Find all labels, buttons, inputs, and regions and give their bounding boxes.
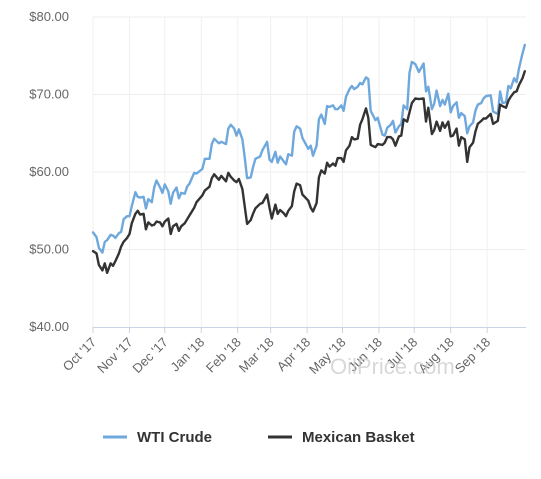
x-tick-label: Nov '17 (94, 335, 135, 376)
x-tick-label: Oct '17 (60, 335, 99, 374)
y-tick-label: $40.00 (29, 319, 69, 334)
watermark: OilPrice.com (330, 354, 455, 379)
x-tick-label: Jan '18 (167, 335, 207, 375)
y-axis: $40.00 $50.00 $60.00 $70.00 $80.00 (29, 9, 69, 334)
legend: WTI Crude Mexican Basket (103, 429, 415, 446)
legend-label: WTI Crude (137, 429, 212, 446)
x-tick-label: Feb '18 (203, 335, 244, 376)
legend-label: Mexican Basket (302, 429, 415, 446)
horizontal-gridlines (93, 16, 526, 250)
series-line-mexican-basket (91, 70, 526, 274)
x-tick-label: Dec '17 (129, 335, 170, 376)
y-tick-label: $70.00 (29, 87, 69, 102)
y-tick-label: $60.00 (29, 164, 69, 179)
series-line-wti-crude (91, 43, 526, 254)
series-lines (91, 43, 526, 274)
x-tick-label: Mar '18 (236, 335, 277, 376)
x-tick-label: Sep '18 (452, 335, 493, 376)
y-tick-label: $50.00 (29, 242, 69, 257)
y-tick-label: $80.00 (29, 9, 69, 24)
